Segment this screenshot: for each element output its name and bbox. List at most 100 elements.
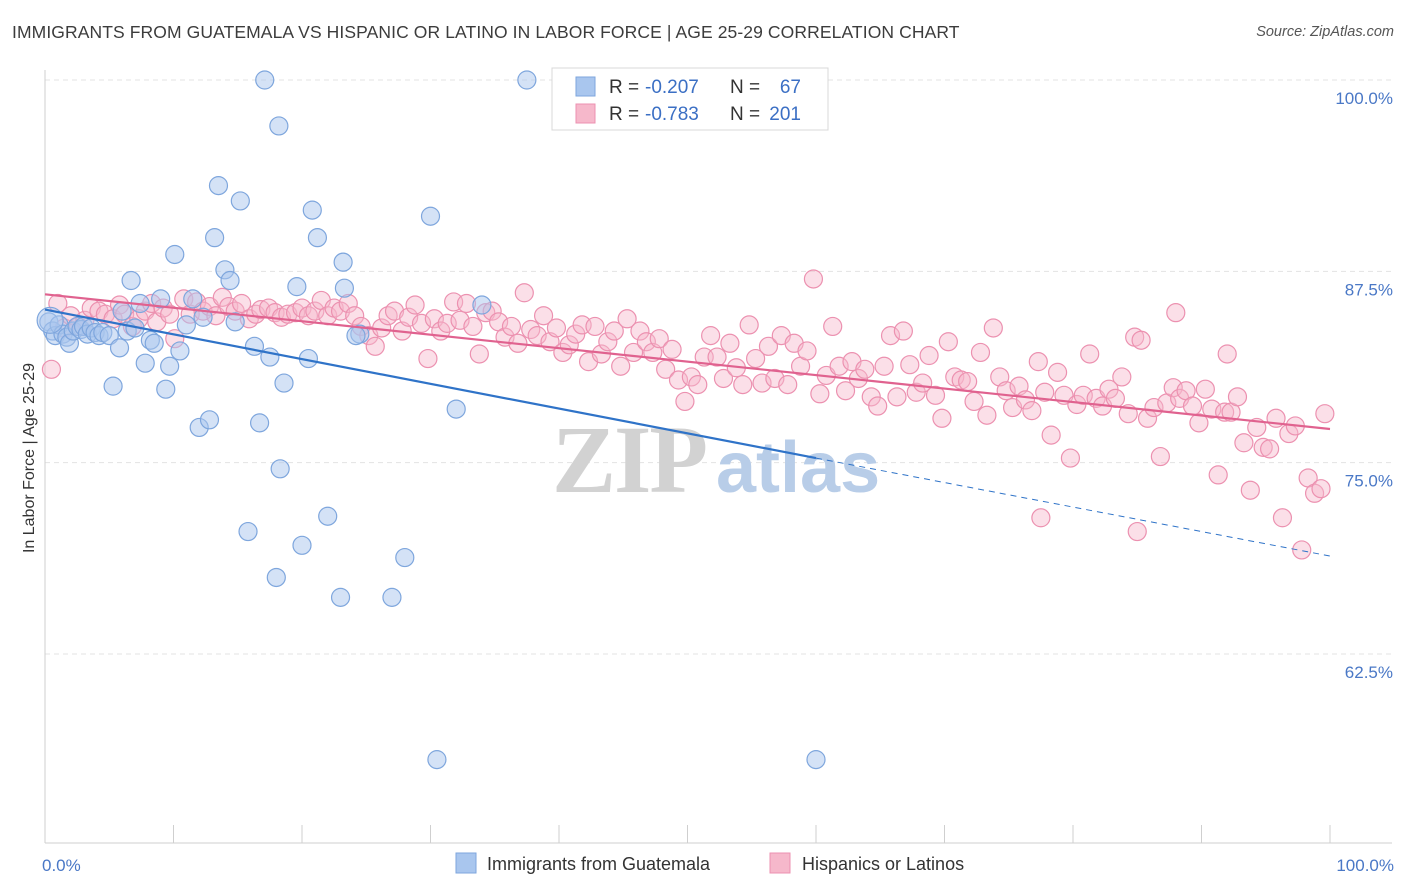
pink-point — [617, 309, 637, 329]
blue-point — [270, 459, 290, 479]
pink-point — [1041, 425, 1061, 445]
blue-point — [244, 336, 265, 356]
pink-point — [675, 391, 695, 412]
pink-point — [1260, 439, 1280, 459]
blue-point — [287, 277, 307, 297]
blue-point — [156, 379, 176, 399]
trendlines — [44, 293, 1331, 557]
pink-point — [630, 321, 650, 341]
pink-point — [463, 316, 483, 337]
chart-title: IMMIGRANTS FROM GUATEMALA VS HISPANIC OR… — [12, 22, 960, 42]
pink-point — [1015, 390, 1036, 410]
blue-point — [307, 228, 328, 248]
pink-point — [1150, 446, 1170, 467]
pink-point — [469, 344, 489, 364]
pink-point — [835, 381, 856, 401]
pink-point — [384, 301, 405, 321]
source-label: Source: ZipAtlas.com — [1256, 24, 1394, 40]
watermark: ZIP atlas — [552, 406, 880, 513]
legend-r-value-blue: -0.207 — [645, 77, 699, 98]
blue-point — [183, 289, 203, 309]
blue-point — [160, 356, 180, 376]
pink-point — [874, 356, 894, 376]
pink-point — [1022, 401, 1042, 421]
legend-r-label-blue: R = — [609, 77, 639, 98]
blue-trendline — [44, 308, 817, 460]
pink-point — [970, 342, 991, 363]
pink-point — [1253, 437, 1273, 457]
pink-point — [365, 336, 385, 356]
bottom-legend-label-pink: Hispanics or Latinos — [802, 854, 964, 874]
pink-point — [1112, 367, 1132, 387]
blue-point — [382, 587, 402, 607]
pink-point — [958, 371, 978, 392]
pink-series-points — [41, 269, 1335, 560]
pink-point — [305, 301, 325, 321]
bottom-legend: Immigrants from Guatemala Hispanics or L… — [455, 852, 964, 874]
legend-r-value-pink: -0.783 — [645, 104, 699, 125]
blue-point — [193, 307, 213, 327]
legend-n-value-pink: 201 — [769, 104, 801, 125]
pink-point — [405, 295, 425, 315]
pink-point — [823, 316, 843, 337]
blue-point — [330, 587, 351, 607]
pink-point — [1247, 417, 1267, 438]
pink-point — [964, 391, 984, 412]
blue-point — [420, 206, 441, 226]
blue-point — [170, 341, 190, 361]
blue-point — [176, 315, 196, 335]
pink-point — [1227, 387, 1248, 407]
pink-point — [1292, 540, 1312, 560]
pink-point — [752, 373, 772, 393]
pink-point — [1127, 521, 1147, 542]
blue-point — [109, 338, 130, 358]
pink-point — [546, 318, 567, 338]
pink-point — [688, 375, 708, 395]
pink-point — [1060, 448, 1081, 468]
blue-point — [318, 506, 338, 526]
pink-point — [713, 368, 734, 389]
blue-point — [266, 567, 286, 588]
pink-point — [925, 385, 946, 405]
pink-point — [778, 375, 798, 395]
pink-point — [1272, 508, 1293, 528]
blue-point — [472, 295, 492, 315]
pink-point — [424, 309, 444, 329]
blue-point — [103, 376, 123, 396]
pink-point — [880, 326, 901, 346]
grid-lines — [45, 79, 1392, 655]
pink-point — [501, 316, 522, 337]
pink-point — [330, 301, 351, 321]
axes — [44, 70, 1392, 844]
pink-point — [1217, 344, 1237, 364]
pink-point — [604, 321, 624, 341]
pink-point — [533, 306, 554, 326]
pink-point — [977, 405, 997, 425]
y-tick-label: 100.0% — [1335, 89, 1393, 108]
pink-point — [919, 345, 939, 366]
pink-point — [855, 359, 875, 379]
legend-swatch-blue — [575, 76, 596, 97]
blue-point — [395, 547, 415, 568]
pink-point — [733, 375, 753, 395]
bottom-legend-label-blue: Immigrants from Guatemala — [487, 854, 711, 874]
pink-point — [514, 283, 534, 303]
legend: R = -0.207 N = 67 R = -0.783 N = 201 — [551, 67, 829, 131]
pink-point — [411, 313, 432, 333]
pink-point — [1166, 303, 1186, 323]
pink-point — [951, 370, 971, 390]
pink-point — [932, 408, 952, 428]
pink-point — [900, 355, 920, 375]
pink-point — [1131, 330, 1151, 350]
blue-point — [205, 228, 225, 248]
blue-point — [292, 535, 312, 555]
blue-point — [208, 176, 229, 196]
pink-point — [1047, 362, 1068, 382]
pink-point — [893, 321, 913, 341]
blue-point — [220, 270, 240, 291]
blue-point — [249, 413, 270, 433]
pink-point — [1182, 396, 1203, 416]
blue-point — [446, 399, 466, 419]
pink-point — [611, 356, 631, 376]
